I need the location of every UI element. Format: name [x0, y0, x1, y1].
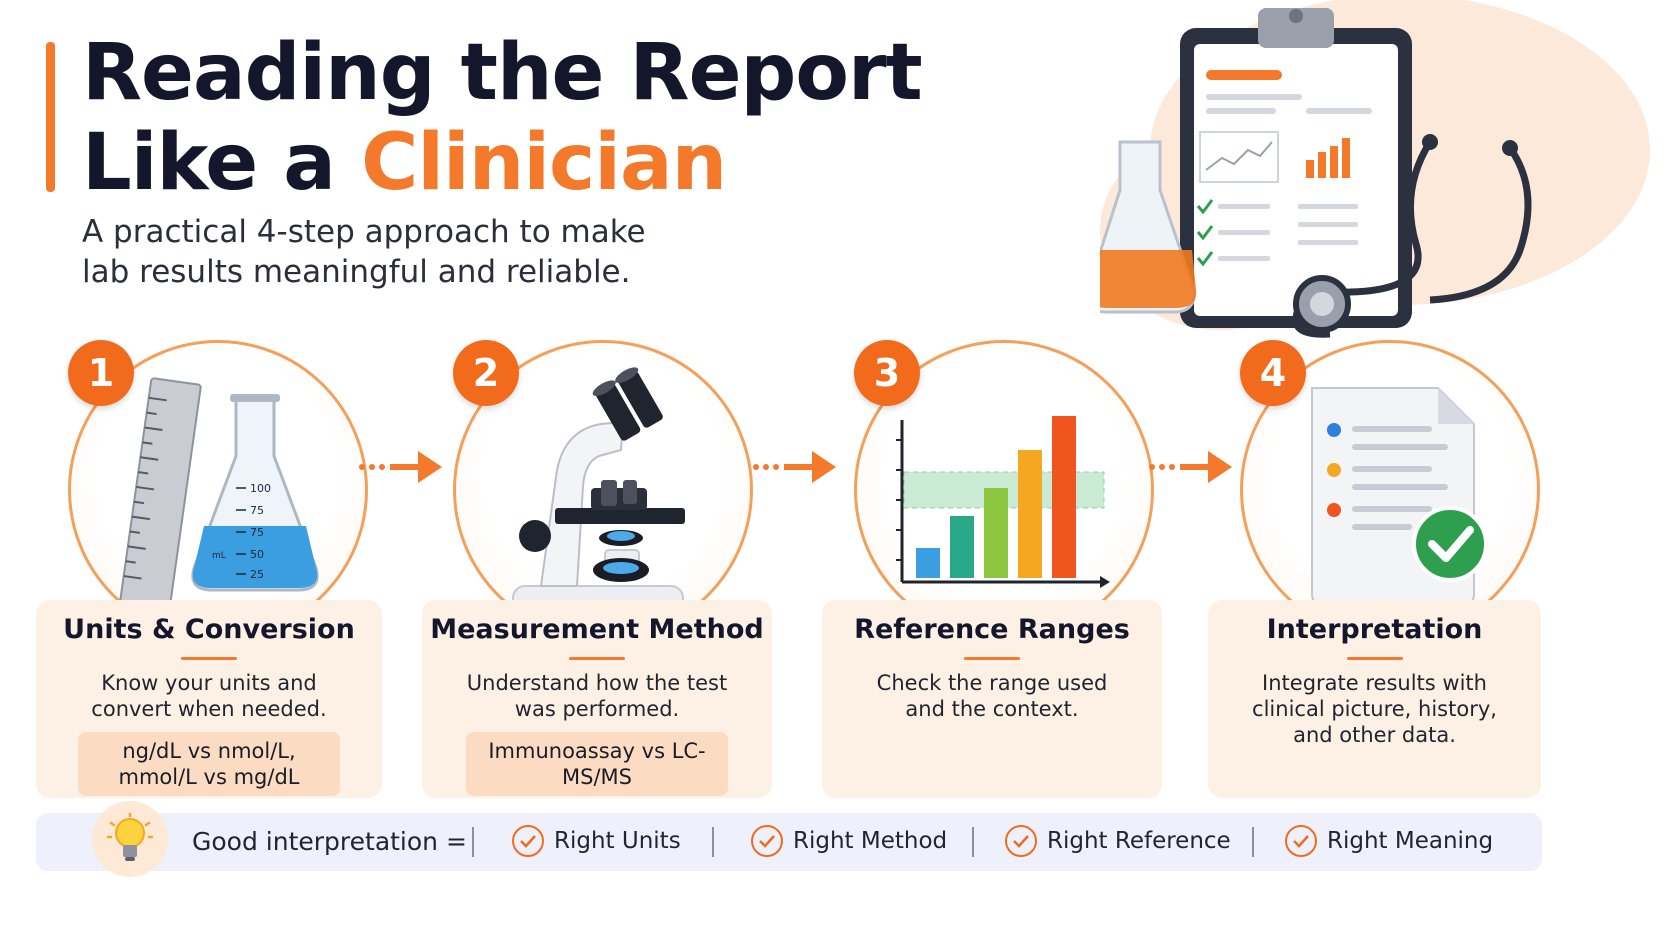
flask-mark-100: 100: [250, 482, 271, 495]
summary-item-right-meaning: Right Meaning: [1285, 825, 1493, 857]
summary-item-label: Right Method: [793, 828, 948, 854]
title-line-1: Reading the Report: [82, 28, 923, 118]
arrow-3-to-4: [1149, 451, 1232, 483]
step-1-rule: [181, 657, 237, 660]
step-1-title: Units & Conversion: [63, 614, 355, 645]
title-line-2-prefix: Like a: [82, 118, 362, 208]
summary-item-label: Right Reference: [1047, 828, 1231, 854]
step-3-description: Check the range used and the context.: [876, 671, 1108, 721]
separator-1: [472, 827, 474, 857]
clipboard-stethoscope-illustration: [1100, 0, 1650, 338]
flask-mark-25: 25: [250, 568, 264, 581]
summary-item-right-method: Right Method: [751, 825, 947, 857]
ruler-and-flask-icon: 100 75 75 50 25 mL: [118, 377, 319, 616]
check-circle-icon: [1005, 825, 1037, 857]
step-2-title: Measurement Method: [430, 614, 764, 645]
summary-item-label: Right Units: [554, 828, 681, 854]
bar-chart-with-range-icon: [896, 416, 1110, 588]
title-line-2: Like a Clinician: [82, 118, 922, 208]
flask-mark-50: 50: [250, 548, 264, 561]
flask-mark-75a: 75: [250, 504, 264, 517]
title-highlight: Clinician: [361, 118, 727, 208]
check-circle-icon: [1285, 825, 1317, 857]
step-4-card: Interpretation Integrate results with cl…: [1208, 600, 1541, 798]
separator-4: [1252, 827, 1254, 857]
title-accent-bar: [46, 42, 55, 192]
summary-bar: Good interpretation = Right Units Right …: [36, 801, 1542, 877]
summary-item-right-reference: Right Reference: [1005, 825, 1231, 857]
step-1-badge: 1: [68, 340, 134, 406]
summary-item-label: Right Meaning: [1327, 828, 1494, 854]
summary-label: Good interpretation =: [192, 827, 467, 856]
check-circle-icon: [512, 825, 544, 857]
step-2-badge: 2: [453, 340, 519, 406]
separator-3: [972, 827, 974, 857]
page-title: Reading the Report Like a Clinician: [82, 28, 923, 208]
lightbulb-icon: [92, 801, 168, 877]
microscope-icon: [512, 367, 685, 613]
arrow-1-to-2: [359, 451, 442, 483]
flask-unit-mark: mL: [212, 551, 226, 561]
step-1-description: Know your units and convert when needed.: [91, 671, 327, 721]
separator-2: [712, 827, 714, 857]
step-4-title: Interpretation: [1266, 614, 1483, 645]
step-4-description: Integrate results with clinical picture,…: [1252, 671, 1497, 747]
arrow-2-to-3: [753, 451, 836, 483]
step-2-description: Understand how the test was performed.: [466, 671, 728, 721]
step-1-example: ng/dL vs nmol/L, mmol/L vs mg/dL: [78, 732, 340, 796]
step-3-rule: [964, 657, 1020, 660]
step-2-card: Measurement Method Understand how the te…: [422, 600, 772, 798]
page-subtitle: A practical 4-step approach to make lab …: [82, 214, 646, 290]
summary-item-right-units: Right Units: [512, 825, 681, 857]
step-2-rule: [569, 657, 625, 660]
step-3-badge: 3: [854, 340, 920, 406]
step-1-card: Units & Conversion Know your units and c…: [36, 600, 382, 798]
step-4-badge: 4: [1240, 340, 1306, 406]
flask-mark-75b: 75: [250, 526, 264, 539]
document-check-icon: [1311, 387, 1488, 605]
step-4-rule: [1346, 657, 1403, 660]
check-circle-icon: [751, 825, 783, 857]
step-3-card: Reference Ranges Check the range used an…: [822, 600, 1162, 798]
step-2-example: Immunoassay vs LC-MS/MS: [466, 732, 728, 796]
step-3-title: Reference Ranges: [854, 614, 1130, 645]
